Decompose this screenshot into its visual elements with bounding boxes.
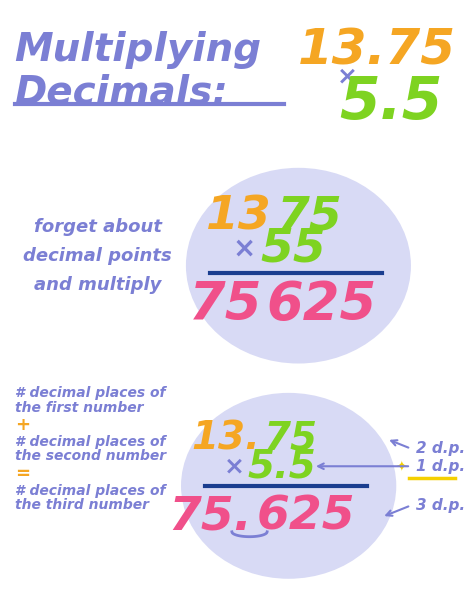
Text: 75: 75: [276, 194, 342, 239]
Text: ×: ×: [224, 454, 246, 478]
Text: 75: 75: [189, 279, 262, 331]
Text: # decimal places of: # decimal places of: [15, 484, 165, 498]
Text: 75: 75: [264, 420, 318, 458]
Text: 625: 625: [256, 495, 355, 540]
Text: 1 d.p.: 1 d.p.: [416, 459, 465, 474]
Text: 5.5: 5.5: [247, 447, 316, 485]
Text: ×: ×: [337, 65, 358, 89]
Text: # decimal places of: # decimal places of: [15, 386, 165, 400]
Text: +: +: [15, 416, 30, 434]
Text: 13.75: 13.75: [298, 27, 456, 75]
Text: 625: 625: [266, 279, 376, 331]
Text: 3 d.p.: 3 d.p.: [416, 498, 465, 513]
Ellipse shape: [186, 168, 411, 363]
Text: the third number: the third number: [15, 498, 149, 513]
Text: ✦: ✦: [395, 460, 407, 474]
Text: =: =: [15, 465, 30, 483]
Text: # decimal places of: # decimal places of: [15, 435, 165, 449]
Text: the second number: the second number: [15, 449, 166, 464]
Text: ×: ×: [233, 235, 256, 263]
Text: 55: 55: [261, 227, 327, 272]
Text: 2 d.p.: 2 d.p.: [416, 441, 465, 456]
Text: the first number: the first number: [15, 401, 143, 414]
Text: Multiplying: Multiplying: [15, 31, 262, 69]
Text: Decimals:: Decimals:: [15, 73, 228, 111]
Text: 13: 13: [206, 194, 272, 239]
Text: forget about
decimal points
and multiply: forget about decimal points and multiply: [24, 218, 172, 294]
Ellipse shape: [181, 393, 396, 579]
Text: 5.5: 5.5: [340, 74, 443, 131]
Text: 75.: 75.: [169, 495, 253, 540]
Text: 13.: 13.: [191, 420, 260, 458]
